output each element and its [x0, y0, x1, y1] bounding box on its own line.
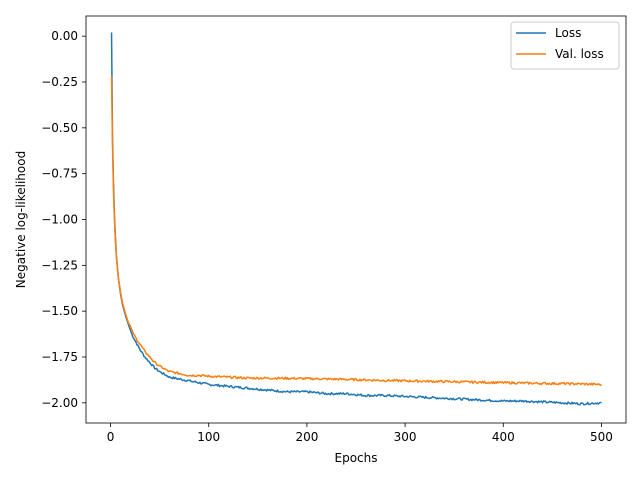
y-tick-label: −0.25: [41, 75, 78, 89]
series-line-1: [110, 76, 602, 387]
x-tick-label: 500: [590, 430, 613, 444]
y-tick-label: −1.25: [41, 258, 78, 272]
y-tick-label: −1.50: [41, 304, 78, 318]
series-line-0: [110, 32, 602, 406]
y-tick-label: −1.00: [41, 213, 78, 227]
y-tick-label: 0.00: [51, 29, 78, 43]
x-axis: 0 100 200 300 400 500: [107, 423, 613, 444]
x-tick-label: 300: [394, 430, 417, 444]
y-tick-label: −0.50: [41, 121, 78, 135]
y-axis: 0.00 −0.25 −0.50 −0.75 −1.00 −1.25 −1.50 −1.75 −…: [41, 29, 86, 410]
y-tick-label: −1.75: [41, 350, 78, 364]
plot-lines: [110, 32, 602, 406]
x-tick-label: 200: [295, 430, 318, 444]
y-tick-label: −2.00: [41, 396, 78, 410]
x-tick-label: 0: [107, 430, 115, 444]
y-tick-label: −0.75: [41, 167, 78, 181]
x-tick-label: 400: [492, 430, 515, 444]
legend-label-val-loss: Val. loss: [555, 47, 604, 61]
legend-label-loss: Loss: [555, 26, 581, 40]
y-axis-label: Negative log-likelihood: [14, 151, 28, 288]
legend: Loss Val. loss: [510, 21, 620, 70]
x-axis-label: Epochs: [335, 451, 378, 465]
x-tick-label: 100: [197, 430, 220, 444]
